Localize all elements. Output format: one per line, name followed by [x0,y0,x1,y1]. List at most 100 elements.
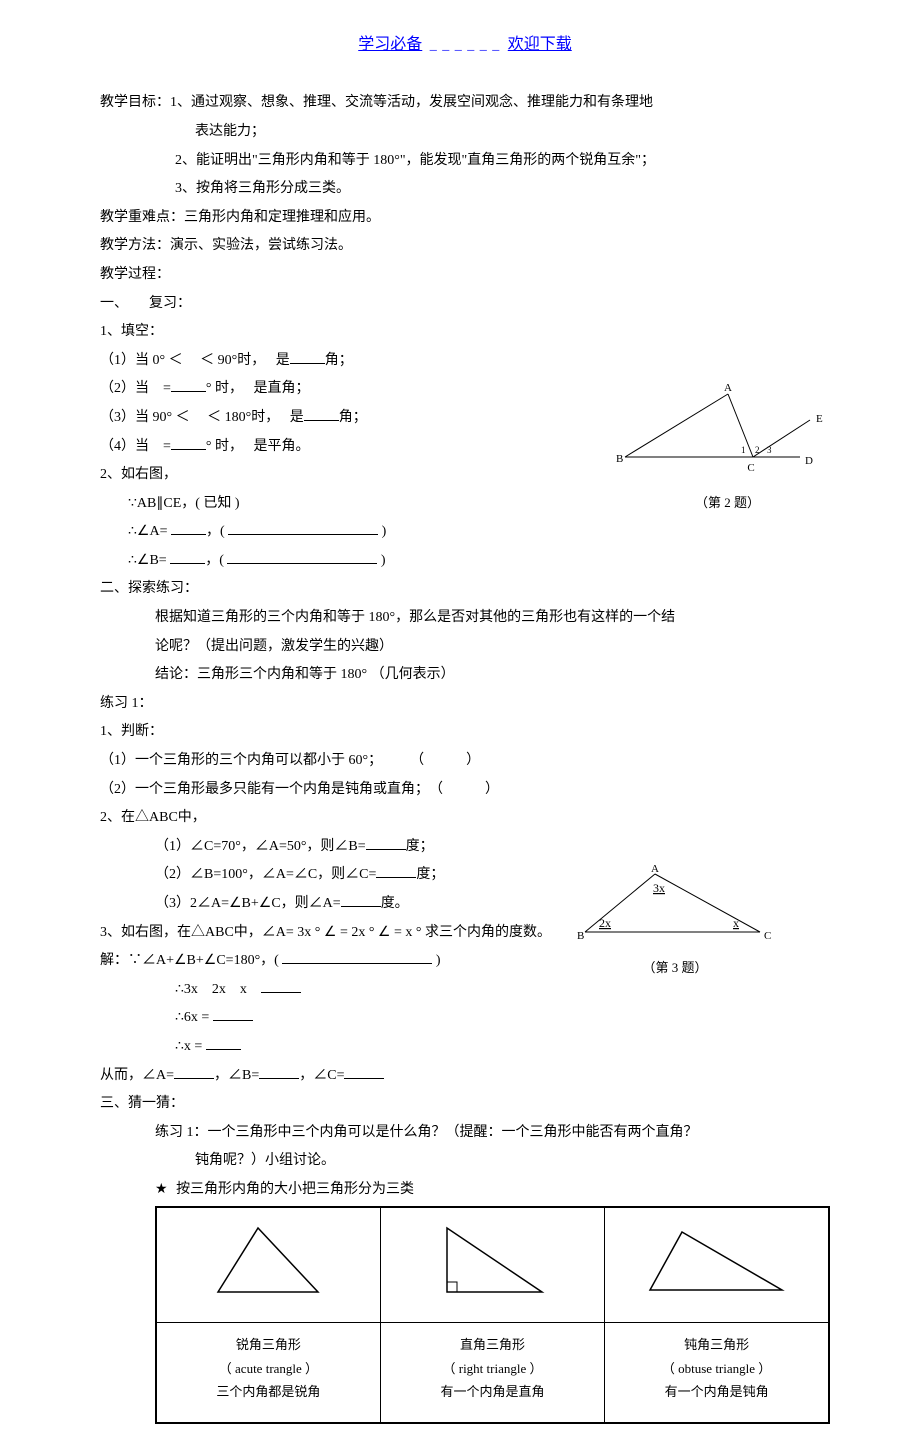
section-3-text1b: 钝角呢？）小组讨论。 [100,1148,830,1175]
svg-text:3x: 3x [653,881,665,895]
page-header: 学习必备 _ _ _ _ _ _ 欢迎下载 [100,30,830,60]
judge-title: 1、判断： [100,719,830,746]
figure-3-caption: （第 3 题） [575,956,775,981]
goal-1-part1: 1、通过观察、想象、推理、交流等活动，发展空间观念、推理能力和有条理地 [170,95,653,110]
acute-label-cell: 锐角三角形 （ acute trangle ） 三个内角都是锐角 [156,1323,380,1423]
right-desc: 有一个内角是直角 [391,1380,594,1403]
obtuse-en: （ obtuse triangle ） [615,1357,818,1380]
svg-text:A: A [651,864,659,875]
right-en: （ right triangle ） [391,1357,594,1380]
figure-3: A B C 3x 2x x （第 3 题） [575,864,775,980]
blank-input[interactable] [282,948,432,964]
blank-input[interactable] [259,1063,299,1079]
acute-triangle-cell [156,1207,380,1323]
blank-input[interactable] [227,548,377,564]
obtuse-triangle-cell [605,1207,829,1323]
teaching-difficult: 教学重难点：三角形内角和定理推理和应用。 [100,205,830,232]
svg-text:C: C [747,462,754,474]
svg-text:B: B [616,453,623,465]
sol-2: ∴3x 2x x [100,977,830,1004]
judge-2: （2）一个三角形最多只能有一个内角是钝角或直角； （ ） [100,777,830,804]
teaching-process: 教学过程： [100,262,830,289]
svg-text:A: A [724,382,732,394]
teaching-goals: 教学目标：1、通过观察、想象、推理、交流等活动，发展空间观念、推理能力和有条理地 [100,90,830,117]
section-3-text1a: 练习 1：一个三角形中三个内角可以是什么角？（提醒：一个三角形中能否有两个直角？ [100,1120,830,1147]
blank-input[interactable] [213,1005,253,1021]
figure-2-caption: （第 2 题） [605,491,850,516]
blank-input[interactable] [206,1034,241,1050]
triangle-table: 锐角三角形 （ acute trangle ） 三个内角都是锐角 直角三角形 （… [155,1206,830,1424]
obtuse-label-cell: 钝角三角形 （ obtuse triangle ） 有一个内角是钝角 [605,1323,829,1423]
teaching-method: 教学方法：演示、实验法，尝试练习法。 [100,233,830,260]
svg-text:B: B [577,930,584,942]
sol-3: ∴6x = [100,1005,830,1032]
svg-text:D: D [805,455,813,467]
right-triangle-cell [380,1207,604,1323]
fill-q1: （1）当 0° ＜ ＜ 90°时， 是角； [100,348,830,375]
goal-1-part2: 表达能力； [100,119,830,146]
practice-1-title: 练习 1： [100,691,830,718]
figure-2: A B C D E 1 2 3 （第 2 题） [605,382,850,515]
blank-input[interactable] [261,977,301,993]
sol-4: ∴x = [100,1034,830,1061]
header-separator: _ _ _ _ _ _ [430,38,501,53]
svg-text:E: E [816,413,823,425]
svg-text:2x: 2x [599,916,611,930]
right-triangle-icon [427,1220,557,1300]
acute-name: 锐角三角形 [167,1333,370,1356]
blank-input[interactable] [170,548,205,564]
blank-input[interactable] [376,862,416,878]
method-text: 演示、实验法，尝试练习法。 [170,238,352,253]
goal-2: 2、能证明出"三角形内角和等于 180°"，能发现"直角三角形的两个锐角互余"； [100,148,830,175]
obtuse-triangle-icon [642,1220,792,1300]
abc-1: （1）∠C=70°，∠A=50°，则∠B=度； [100,834,830,861]
acute-desc: 三个内角都是锐角 [167,1380,370,1403]
section-1-title: 一、 复习： [100,291,830,318]
sol-5: 从而，∠A=，∠B=，∠C= [100,1063,830,1090]
difficult-text: 三角形内角和定理推理和应用。 [184,210,380,225]
triangle-table-wrap: 锐角三角形 （ acute trangle ） 三个内角都是锐角 直角三角形 （… [100,1206,830,1424]
blank-input[interactable] [341,891,381,907]
obtuse-desc: 有一个内角是钝角 [615,1380,818,1403]
goals-label: 教学目标： [100,95,170,110]
obtuse-name: 钝角三角形 [615,1333,818,1356]
fig-line2: ∴∠A= ，( ) [100,519,830,546]
header-left-link[interactable]: 学习必备 [358,36,422,53]
blank-input[interactable] [290,348,325,364]
abc-title: 2、在△ABC中， [100,805,830,832]
svg-text:2: 2 [755,445,760,455]
star-icon: ★ [155,1182,168,1197]
blank-input[interactable] [171,519,206,535]
blank-input[interactable] [174,1063,214,1079]
blank-input[interactable] [344,1063,384,1079]
acute-triangle-icon [203,1220,333,1300]
acute-en: （ acute trangle ） [167,1357,370,1380]
table-row [156,1207,829,1323]
fill-title: 1、填空： [100,319,830,346]
blank-input[interactable] [171,376,206,392]
svg-text:x: x [733,916,739,930]
section-2-text1b: 论呢？（提出问题，激发学生的兴趣） [100,634,830,661]
svg-text:3: 3 [767,445,772,455]
difficult-label: 教学重难点： [100,210,184,225]
section-3-text2: 按三角形内角的大小把三角形分为三类 [176,1182,414,1197]
svg-text:C: C [764,930,771,942]
blank-input[interactable] [304,405,339,421]
right-name: 直角三角形 [391,1333,594,1356]
right-label-cell: 直角三角形 （ right triangle ） 有一个内角是直角 [380,1323,604,1423]
section-2-text1: 根据知道三角形的三个内角和等于 180°，那么是否对其他的三角形也有这样的一个结 [100,605,830,632]
header-right-link[interactable]: 欢迎下载 [508,36,572,53]
method-label: 教学方法： [100,238,170,253]
blank-input[interactable] [171,434,206,450]
blank-input[interactable] [366,834,406,850]
section-3-star-line: ★ 按三角形内角的大小把三角形分为三类 [100,1177,830,1204]
section-2-title: 二、探索练习： [100,576,830,603]
judge-1: （1）一个三角形的三个内角可以都小于 60°； （ ） [100,748,830,775]
goal-3: 3、按角将三角形分成三类。 [100,176,830,203]
table-row: 锐角三角形 （ acute trangle ） 三个内角都是锐角 直角三角形 （… [156,1323,829,1423]
svg-text:1: 1 [741,445,746,455]
section-3-title: 三、猜一猜： [100,1091,830,1118]
blank-input[interactable] [228,519,378,535]
fig-line3: ∴∠B= ，( ) [100,548,830,575]
section-2-text2: 结论：三角形三个内角和等于 180° （几何表示） [100,662,830,689]
